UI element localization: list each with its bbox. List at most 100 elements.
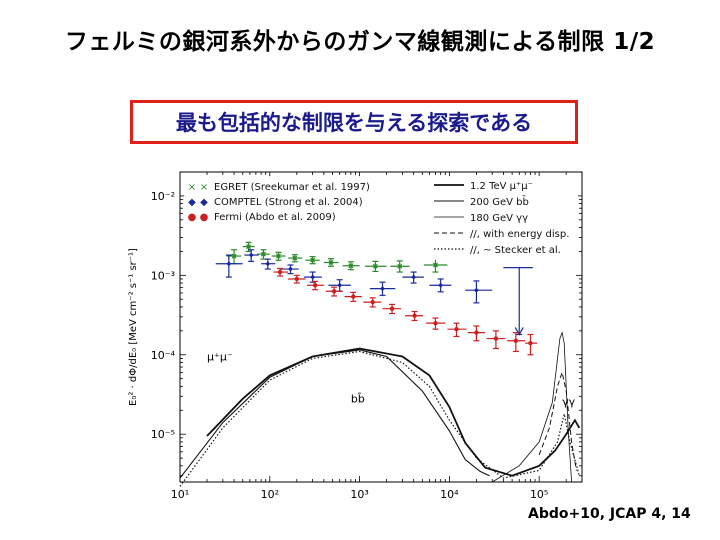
marker: [287, 266, 293, 272]
point-fermi-9: [447, 322, 467, 338]
upper-limit-arrow: [514, 327, 524, 336]
x-axis-label: E₀ [MeV]: [357, 504, 404, 505]
point-comptel-7: [402, 271, 424, 284]
marker: [331, 289, 337, 294]
marker: [351, 294, 356, 299]
marker: [528, 340, 533, 346]
point-comptel-0: [215, 254, 243, 278]
marker: [380, 286, 386, 292]
legend-label: Fermi (Abdo et al. 2009): [214, 212, 336, 223]
x-tick-label: 10⁵: [530, 488, 548, 501]
legend-marker: ◆: [188, 197, 196, 208]
legend-label: 200 GeV bb̄: [470, 195, 529, 208]
curve-mu_mu: [206, 347, 581, 477]
slide-title: フェルミの銀河系外からのガンマ線観測による制限 1/2: [64, 29, 656, 55]
citation: Abdo+10, JCAP 4, 14: [528, 506, 691, 522]
marker: [337, 282, 343, 288]
marker: [312, 283, 318, 288]
marker: [277, 269, 283, 275]
point-egret-9: [390, 260, 410, 273]
legend-marker: ×: [188, 182, 196, 193]
marker: [473, 287, 479, 293]
legend-label: //, with energy disp.: [470, 229, 569, 240]
point-fermi-11: [486, 330, 506, 350]
marker: [474, 330, 479, 335]
curve-annotation: bb̄: [351, 393, 365, 406]
x-tick-label: 10²: [261, 488, 279, 501]
x-tick-label: 10⁴: [440, 488, 459, 501]
highlight-box: 最も包括的な制限を与える探索である: [130, 100, 578, 144]
marker: [411, 274, 417, 280]
model-curves: [179, 331, 581, 487]
marker: [292, 255, 298, 261]
curve-bb: [179, 349, 490, 479]
marker: [372, 263, 378, 269]
point-fermi-7: [404, 310, 424, 322]
annotations: μ⁺μ⁻ bb̄ γγ: [207, 350, 576, 408]
point-egret-5: [305, 256, 320, 265]
point-comptel-3: [280, 264, 299, 275]
point-comptel-9: [465, 280, 493, 304]
point-egret-7: [342, 261, 360, 271]
point-fermi-3: [325, 286, 343, 297]
y-tick-label: 10⁻⁴: [151, 349, 176, 362]
marker: [231, 253, 237, 259]
point-fermi-13: [525, 333, 538, 356]
marker: [433, 320, 438, 326]
marker: [412, 313, 417, 318]
marker: [513, 338, 519, 343]
marker: [265, 261, 271, 267]
marker: [370, 299, 375, 305]
point-fermi-0: [273, 267, 289, 277]
y-tick-label: 10⁻²: [151, 190, 175, 203]
point-fermi-5: [363, 297, 382, 308]
x-tick-label: 10³: [350, 488, 368, 501]
legend-marker: ◆: [200, 197, 208, 208]
point-fermi-8: [426, 317, 446, 330]
marker: [397, 263, 403, 269]
legend-marker: ●: [188, 212, 197, 223]
y-tick-label: 10⁻⁵: [151, 428, 175, 441]
marker: [310, 274, 316, 280]
point-comptel-8: [429, 278, 452, 293]
marker: [294, 276, 300, 282]
point-fermi-10: [467, 325, 486, 342]
marker: [276, 253, 281, 259]
marker: [454, 326, 459, 332]
marker: [328, 260, 334, 265]
point-fermi-4: [344, 291, 362, 302]
legend-left-bg: [184, 176, 384, 222]
highlight-text: 最も包括的な制限を与える探索である: [175, 111, 533, 135]
curve-stecker: [179, 350, 580, 487]
figure: 10¹ 10² 10³ 10⁴ 10⁵ 10⁻⁵ 10⁻⁴ 10⁻³ 10⁻² E₀ [MeV] E…: [120, 160, 590, 517]
point-comptel-6: [369, 281, 396, 296]
point-fermi-1: [288, 274, 306, 284]
point-egret-8: [365, 260, 387, 273]
point-fermi-12: [507, 332, 526, 353]
marker: [389, 306, 395, 311]
y-tick-label: 10⁻³: [151, 269, 175, 282]
legend-label: 1.2 TeV μ⁺μ⁻: [470, 181, 533, 192]
marker: [226, 261, 232, 267]
x-tick-label: 10¹: [171, 488, 189, 501]
y-axis-label: E₀² · dΦ/dE₀ [MeV cm⁻² s⁻¹ sr⁻¹]: [128, 248, 139, 406]
point-comptel-2: [261, 258, 276, 270]
legend-marker: ×: [200, 182, 208, 193]
chart: 10¹ 10² 10³ 10⁴ 10⁵ 10⁻⁵ 10⁻⁴ 10⁻³ 10⁻² E₀ [MeV] E…: [120, 160, 590, 517]
marker: [248, 252, 254, 258]
curve-annotation: γγ: [562, 395, 576, 408]
data-points: [215, 241, 538, 356]
marker: [260, 251, 266, 257]
legend-label: 180 GeV γγ: [470, 213, 528, 224]
legend-label: EGRET (Sreekumar et al. 1997): [214, 182, 370, 193]
legend-label: //, ~ Stecker et al.: [470, 245, 561, 256]
marker: [493, 336, 499, 341]
marker: [348, 263, 354, 269]
point-fermi-6: [382, 303, 402, 315]
marker: [438, 282, 444, 288]
legend-marker: ●: [200, 212, 209, 223]
point-egret-6: [323, 258, 339, 267]
point-egret-4: [288, 254, 303, 263]
marker: [310, 257, 316, 263]
legend-label: COMPTEL (Strong et al. 2004): [214, 197, 363, 208]
